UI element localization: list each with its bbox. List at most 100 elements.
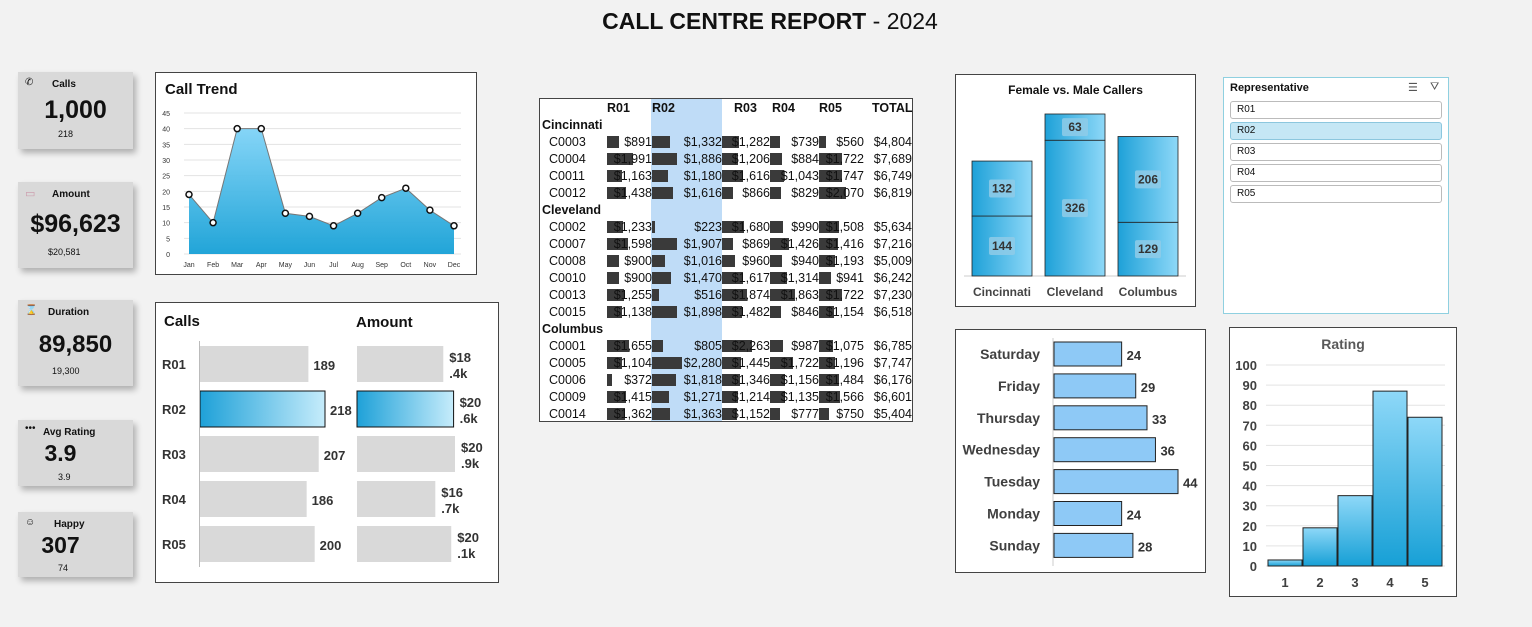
slicer-item-r03[interactable]: R03: [1230, 143, 1442, 161]
pivot-value: $1,362: [613, 407, 652, 421]
pivot-column-header: R02: [652, 101, 675, 115]
data-point: [209, 218, 217, 227]
data-bar: [607, 391, 626, 403]
y-tick-label: 25: [162, 174, 170, 181]
pivot-value: $1,484: [825, 373, 864, 387]
rep-bars-panel: Calls Amount R01 189 $18.4k R02 218 $20.6k R03…: [155, 302, 499, 583]
day-label: Friday: [998, 378, 1040, 394]
y-tick-label: 35: [162, 142, 170, 149]
data-bar: [770, 136, 780, 148]
pivot-value: $1,255: [613, 288, 652, 302]
data-point: [257, 124, 266, 133]
pivot-value: $516: [694, 288, 722, 302]
calls-chart-title: Calls: [164, 313, 200, 330]
page-title: CALL CENTRE REPORT - 2024: [602, 8, 938, 34]
data-label-box: [1135, 240, 1161, 259]
data-bar: [607, 221, 624, 233]
data-bar: [770, 221, 784, 233]
data-point: [353, 209, 362, 218]
data-bar: [770, 153, 782, 165]
pivot-value: $2,263: [731, 339, 770, 353]
data-label-box: [989, 237, 1015, 256]
data-bar: [607, 136, 619, 148]
data-bar: [722, 391, 738, 403]
pivot-total: $7,216: [873, 237, 912, 251]
pivot-value: $1,818: [683, 373, 722, 387]
slicer-item-r05[interactable]: R05: [1230, 185, 1442, 203]
x-tick-label: 1: [1281, 575, 1288, 590]
data-bar: [652, 187, 674, 199]
pivot-value: $1,438: [613, 186, 652, 200]
smiley-icon: ☺: [25, 517, 36, 528]
data-bar: [819, 272, 832, 284]
kpi-duration-card: ⌛ Duration 89,850 19,300: [18, 300, 133, 386]
multi-select-icon[interactable]: ☰: [1408, 82, 1418, 94]
calls-bar: [200, 481, 307, 517]
pivot-column-header: R01: [607, 101, 630, 115]
day-label: Tuesday: [984, 474, 1040, 490]
y-tick-label: 90: [1243, 378, 1257, 393]
amount-bar: [357, 526, 452, 562]
data-bar: [819, 187, 847, 199]
pivot-value: $1,214: [731, 390, 770, 404]
day-value-label: 29: [1141, 380, 1155, 395]
day-value-label: 36: [1160, 444, 1174, 459]
pivot-value: $1,152: [731, 407, 770, 421]
data-bar: [722, 408, 738, 420]
y-tick-label: 45: [162, 111, 170, 118]
data-bar: [770, 289, 795, 301]
pivot-value: $941: [836, 271, 864, 285]
data-point: [281, 209, 290, 218]
pivot-row-label: C0012: [549, 186, 586, 200]
y-tick-label: 30: [162, 158, 170, 165]
data-bar: [770, 391, 785, 403]
data-bar: [607, 255, 619, 267]
pivot-value: $1,508: [825, 220, 864, 234]
y-tick-label: 10: [1243, 539, 1257, 554]
rep-label: R01: [162, 357, 186, 372]
kpi-sub: 218: [58, 129, 74, 139]
kpi-sub: 3.9: [58, 472, 71, 482]
pivot-value: $1,271: [683, 390, 722, 404]
amount-value-label: $16: [441, 485, 463, 500]
pivot-value: $1,314: [780, 271, 819, 285]
pivot-value: $1,470: [683, 271, 722, 285]
data-bar: [770, 170, 784, 182]
pivot-value: $1,445: [731, 356, 770, 370]
x-tick-label: Dec: [448, 262, 461, 269]
day-label: Sunday: [989, 537, 1040, 553]
hourglass-icon: ⌛: [25, 305, 38, 316]
rating-bar: [1337, 495, 1373, 567]
data-bar: [607, 289, 624, 301]
data-label-box: [989, 179, 1015, 198]
pivot-row-label: C0005: [549, 356, 586, 370]
y-tick-label: 5: [166, 236, 170, 243]
pivot-total: $6,176: [873, 373, 912, 387]
pivot-value: $990: [791, 220, 819, 234]
pivot-value: $2,280: [683, 356, 722, 370]
data-bar: [607, 374, 612, 386]
pivot-total: $4,804: [873, 135, 912, 149]
pivot-value: $1,196: [825, 356, 864, 370]
gender-panel: Female vs. Male Callers 144 132 Cincinnati…: [955, 74, 1196, 307]
pivot-group-header: Cincinnati: [542, 118, 603, 132]
slicer-item-r02[interactable]: R02: [1230, 122, 1442, 140]
data-bar: [607, 408, 625, 420]
amount-value-label: $20: [457, 530, 479, 545]
data-bar: [652, 153, 677, 165]
kpi-calls-card: ✆ Calls 1,000 218: [18, 72, 133, 149]
slicer-item-r04[interactable]: R04: [1230, 164, 1442, 182]
pivot-row-label: C0009: [549, 390, 586, 404]
clear-filter-icon[interactable]: ⛛: [1430, 81, 1440, 93]
data-bar: [819, 391, 840, 403]
kpi-value: 3.9: [44, 440, 77, 466]
kpi-value: 307: [41, 532, 80, 558]
data-label: 144: [992, 239, 1012, 253]
day-bar: [1053, 469, 1179, 495]
slicer-item-r01[interactable]: R01: [1230, 101, 1442, 119]
pivot-value: $1,156: [780, 373, 819, 387]
pivot-value: $900: [624, 271, 652, 285]
y-tick-label: 40: [162, 127, 170, 134]
pivot-row-label: C0008: [549, 254, 586, 268]
pivot-table: R01 R02 R03 R04 R05 TOTAL Cincinnati C0003 $891 $…: [539, 98, 913, 422]
